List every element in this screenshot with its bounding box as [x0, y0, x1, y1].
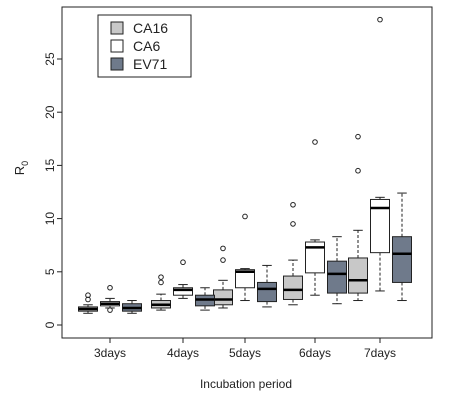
box-iqr: [213, 289, 233, 306]
box-iqr: [173, 287, 193, 296]
outlier-point: [377, 16, 383, 23]
outlier-point: [220, 245, 226, 252]
box-ca16-7days: [348, 133, 368, 302]
box-iqr: [305, 241, 325, 274]
box-iqr: [257, 281, 277, 303]
box-iqr: [283, 275, 303, 300]
box-ev71-5days: [257, 264, 277, 308]
y-axis: 0 5 10 15 20 25: [43, 52, 62, 328]
box-ca16-4days: [151, 274, 171, 311]
box-ev71-4days: [195, 287, 215, 311]
legend-swatch-ca6: [110, 39, 124, 53]
legend-swatch-ca16: [110, 21, 124, 35]
box-ca6-4days: [173, 259, 193, 299]
outlier-point: [107, 307, 113, 313]
plot-frame: [61, 6, 433, 339]
y-tick-label: 0: [43, 321, 57, 328]
outlier-point: [242, 213, 248, 220]
box-iqr: [392, 236, 412, 283]
box-ca6-3days: [100, 284, 120, 313]
outlier-point: [312, 139, 318, 145]
plot-area: [78, 16, 412, 314]
box-ca16-5days: [213, 245, 233, 309]
x-tick-label: 6days: [299, 346, 331, 360]
x-axis-label: Incubation period: [200, 377, 292, 391]
legend-swatch-ev71: [110, 57, 124, 71]
box-iqr: [348, 257, 368, 294]
box-iqr: [327, 260, 347, 294]
legend: CA16 CA6 EV71: [97, 14, 192, 78]
box-ca6-6days: [305, 139, 325, 296]
x-axis: 3days 4days 5days 6days 7days: [94, 338, 396, 360]
outlier-point: [158, 274, 164, 280]
box-ca6-7days: [370, 16, 390, 292]
x-tick-label: 7days: [364, 346, 396, 360]
outlier-point: [107, 284, 113, 291]
outlier-point: [355, 133, 361, 140]
box-ev71-3days: [122, 300, 142, 314]
x-tick-label: 4days: [167, 346, 199, 360]
legend-label-ev71: EV71: [133, 56, 167, 72]
box-ev71-7days: [392, 192, 412, 302]
x-tick-label: 5days: [229, 346, 261, 360]
y-tick-label: 25: [43, 52, 57, 66]
outlier-point: [355, 167, 361, 174]
box-ca16-3days: [78, 292, 98, 314]
outlier-point: [290, 201, 296, 208]
outlier-point: [290, 221, 296, 227]
box-ev71-6days: [327, 236, 347, 305]
y-axis-label-main: R0: [12, 161, 30, 175]
y-tick-label: 5: [43, 268, 57, 275]
box-iqr: [370, 198, 390, 254]
y-tick-label: 10: [43, 212, 57, 226]
outlier-point: [158, 279, 164, 286]
outlier-point: [180, 259, 186, 266]
box-ca6-5days: [235, 213, 255, 302]
y-axis-label: R0: [12, 161, 30, 175]
x-tick-label: 3days: [94, 346, 126, 360]
box-ca16-6days: [283, 201, 303, 306]
box-iqr: [235, 269, 255, 289]
outlier-point: [220, 257, 226, 263]
y-tick-label: 15: [43, 158, 57, 172]
legend-label-ca16: CA16: [133, 20, 168, 36]
y-tick-label: 20: [43, 105, 57, 119]
legend-label-ca6: CA6: [133, 38, 160, 54]
outlier-point: [85, 292, 91, 299]
